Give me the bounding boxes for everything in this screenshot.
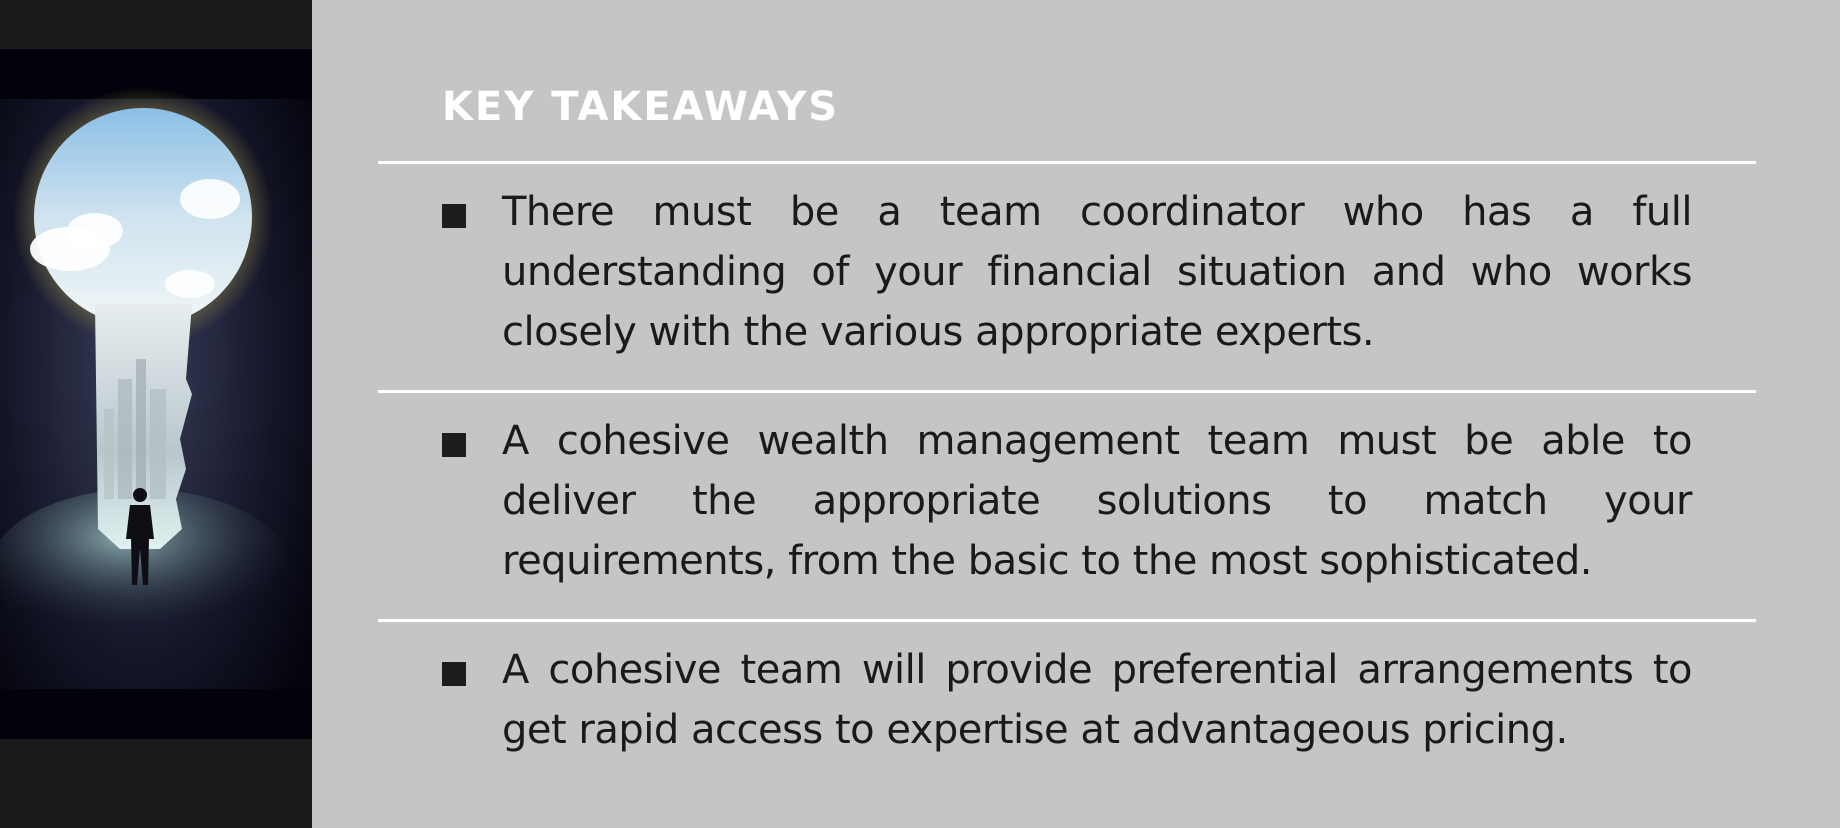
divider	[378, 161, 1756, 164]
square-bullet-icon	[442, 433, 466, 457]
divider	[378, 390, 1756, 393]
keyhole-illustration	[0, 49, 312, 739]
divider	[378, 619, 1756, 622]
square-bullet-icon	[442, 662, 466, 686]
takeaway-text: There must be a team coordinator who has…	[502, 189, 1693, 355]
content-panel	[312, 0, 1840, 828]
takeaway-text: A cohesive team will provide preferentia…	[502, 647, 1693, 753]
takeaway-item: A cohesive team will provide preferentia…	[442, 640, 1693, 760]
keyhole-photo	[0, 49, 312, 739]
square-bullet-icon	[442, 204, 466, 228]
takeaway-item: There must be a team coordinator who has…	[442, 182, 1693, 362]
takeaway-item: A cohesive wealth management team must b…	[442, 411, 1693, 591]
page-title: KEY TAKEAWAYS	[442, 84, 840, 130]
takeaway-text: A cohesive wealth management team must b…	[502, 418, 1693, 584]
